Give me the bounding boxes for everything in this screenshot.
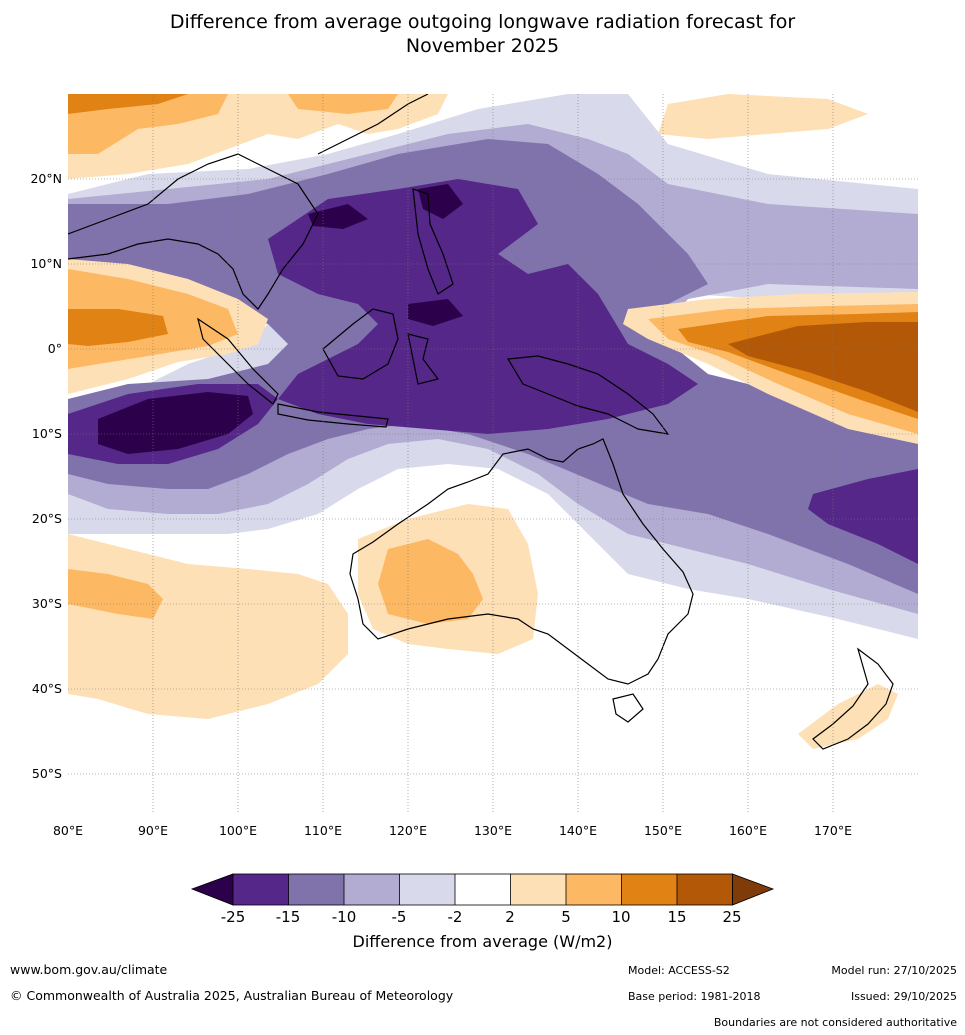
footer-model: Model: ACCESS-S2 (628, 964, 730, 977)
anomaly-region-asia-orange-3 (68, 94, 188, 114)
anomaly-region-deepest-purple (98, 184, 463, 454)
lon-label-160e: 160°E (728, 823, 767, 838)
lon-label-120e: 120°E (388, 823, 427, 838)
anomaly-region-deep-purple (68, 179, 918, 564)
anomaly-region-south-indian-orange-2 (68, 569, 163, 619)
colorbar-swatch-6 (510, 874, 566, 905)
colorbar-tick-5: 5 (561, 908, 571, 926)
colorbar-swatch-5 (455, 874, 511, 905)
olr-anomaly-map (68, 94, 918, 814)
anomaly-region-asia-orange-2 (68, 94, 398, 154)
anomaly-region-australia-orange-2 (378, 539, 483, 624)
title-line-1: Difference from average outgoing longwav… (169, 11, 796, 33)
anomaly-region-ne-pacific-orange (658, 94, 868, 139)
colorbar-title: Difference from average (W/m2) (352, 932, 613, 951)
colorbar-tick-10: 10 (611, 908, 631, 926)
lat-label-10n: 10°N (30, 256, 62, 271)
anomaly-region-nz-orange (798, 684, 898, 749)
anomaly-region-pacific-orange-4 (728, 322, 918, 412)
lat-label-30s: 30°S (31, 596, 62, 611)
lon-label-110e: 110°E (303, 823, 342, 838)
coastline-philippines (412, 188, 454, 295)
colorbar-tick-15: 15 (667, 908, 687, 926)
footer-issued: Issued: 29/10/2025 (850, 990, 957, 1003)
colorbar-swatch-8 (621, 874, 677, 905)
coastlines (68, 94, 894, 750)
footer-model-run: Model run: 27/10/2025 (831, 964, 957, 977)
lon-label-80e: 80°E (52, 823, 84, 838)
coastline-mainland-asia (68, 94, 429, 310)
lat-label-10s: 10°S (31, 426, 62, 441)
title-line-2: November 2025 (405, 35, 560, 57)
lon-label-150e: 150°E (643, 823, 682, 838)
anomaly-region-south-indian-orange (68, 534, 348, 719)
lon-label-100e: 100°E (218, 823, 257, 838)
colorbar-swatch-3 (344, 874, 400, 905)
footer-disclaimer: Boundaries are not considered authoritat… (713, 1016, 957, 1029)
colorbar-swatch-7 (566, 874, 622, 905)
colorbar-swatch-9 (677, 874, 733, 905)
colorbar-swatch-gt-25 (732, 873, 775, 906)
coastline-new-zealand (812, 647, 894, 750)
lon-label-140e: 140°E (558, 823, 597, 838)
lat-label-20s: 20°S (31, 511, 62, 526)
colorbar-tick-m5: -5 (391, 908, 407, 926)
lon-label-130e: 130°E (473, 823, 512, 838)
lon-label-170e: 170°E (813, 823, 852, 838)
colorbar-tick-25: 25 (722, 908, 742, 926)
colorbar-swatch-lt-25 (190, 873, 234, 906)
footer-website: www.bom.gov.au/climate (10, 962, 168, 977)
colorbar-tick-m15: -15 (275, 908, 301, 926)
graticule (68, 94, 918, 814)
colorbar (190, 873, 775, 906)
colorbar-tick-m2: -2 (447, 908, 463, 926)
footer-copyright: © Commonwealth of Australia 2025, Austra… (10, 988, 454, 1003)
colorbar-swatch-1 (233, 874, 289, 905)
coastline-java (277, 403, 389, 428)
colorbar-swatch-2 (288, 874, 344, 905)
coastline-borneo (322, 308, 399, 380)
lat-label-0: 0° (47, 341, 62, 356)
lon-label-90e: 90°E (137, 823, 169, 838)
lat-label-20n: 20°N (30, 171, 62, 186)
coastline-australia (349, 438, 694, 685)
lat-label-50s: 50°S (31, 766, 62, 781)
colorbar-tick-m25: -25 (220, 908, 246, 926)
colorbar-tick-m10: -10 (331, 908, 357, 926)
colorbar-tick-2: 2 (505, 908, 515, 926)
footer-base-period: Base period: 1981-2018 (628, 990, 761, 1003)
lat-label-40s: 40°S (31, 681, 62, 696)
anomaly-region-indian-orange-3 (68, 309, 168, 346)
chart-title: Difference from average outgoing longwav… (0, 10, 965, 58)
coastline-sulawesi (407, 333, 440, 385)
coastline-tasmania (612, 693, 644, 723)
colorbar-swatch-4 (399, 874, 455, 905)
